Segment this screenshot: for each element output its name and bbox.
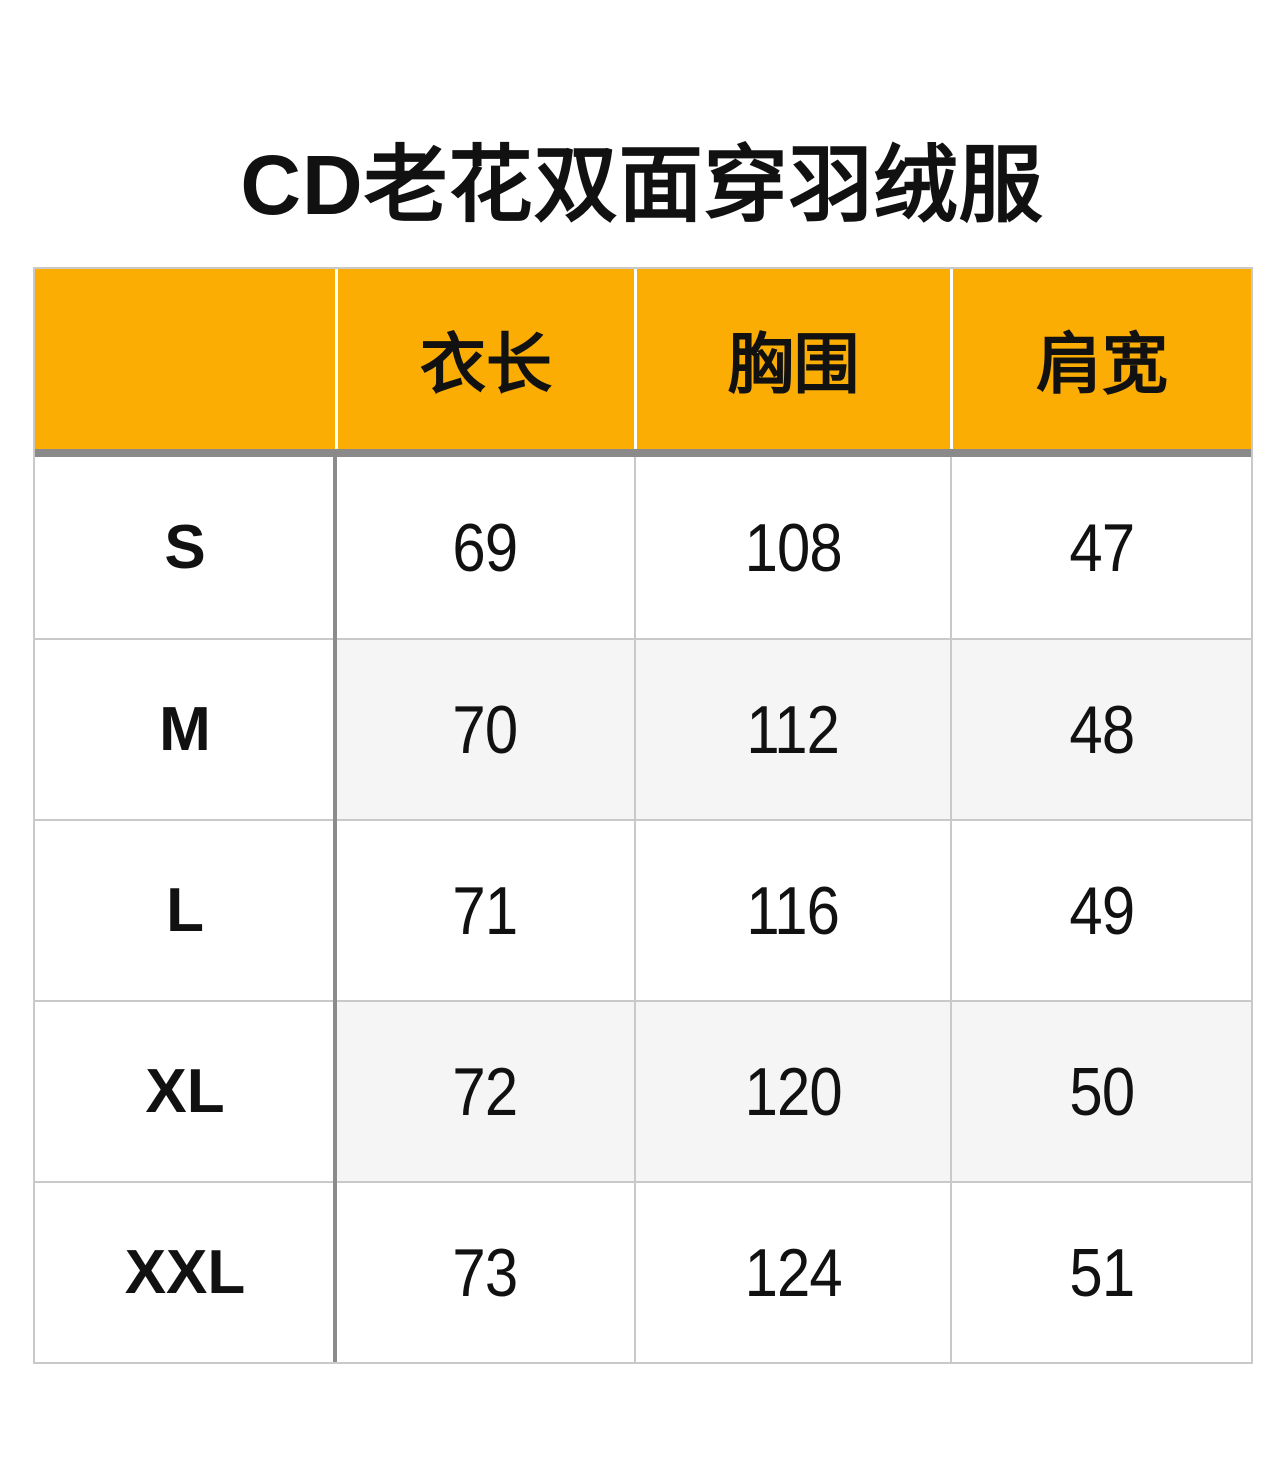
size-label: M xyxy=(159,695,211,764)
size-label-cell: S xyxy=(35,457,335,638)
value-cell-shoulder: 51 xyxy=(949,1183,1251,1362)
value-cell-shoulder: 49 xyxy=(949,821,1251,1000)
table-header-row: 衣长 胸围 肩宽 xyxy=(35,269,1251,449)
header-label: 肩宽 xyxy=(1035,327,1168,401)
header-cell-chest: 胸围 xyxy=(634,269,950,449)
table-row-xl: XL 72 120 50 xyxy=(35,1000,1251,1181)
table-row-xxl: XXL 73 124 51 xyxy=(35,1181,1251,1362)
header-cell-shoulder: 肩宽 xyxy=(949,269,1251,449)
table-row-s: S 69 108 47 xyxy=(35,457,1251,638)
value-cell-length: 69 xyxy=(335,457,635,638)
value-cell-length: 71 xyxy=(335,821,635,1000)
measurement-value: 73 xyxy=(452,1234,518,1311)
value-cell-chest: 116 xyxy=(634,821,950,1000)
value-cell-chest: 124 xyxy=(634,1183,950,1362)
size-label-cell: XXL xyxy=(35,1183,335,1362)
header-bottom-band xyxy=(35,449,1251,457)
header-label: 衣长 xyxy=(420,327,552,401)
measurement-value: 47 xyxy=(1069,509,1135,586)
value-cell-shoulder: 50 xyxy=(949,1002,1251,1181)
measurement-value: 71 xyxy=(452,872,518,949)
product-title: CD老花双面穿羽绒服 xyxy=(240,138,1044,232)
value-cell-chest: 112 xyxy=(634,640,950,819)
header-label: 胸围 xyxy=(727,327,860,401)
measurement-value: 49 xyxy=(1069,872,1135,949)
size-label: S xyxy=(164,513,206,582)
measurement-value: 112 xyxy=(746,691,841,768)
measurement-value: 48 xyxy=(1069,691,1135,768)
measurement-value: 51 xyxy=(1069,1234,1135,1311)
measurement-value: 70 xyxy=(452,691,518,768)
size-label-cell: M xyxy=(35,640,335,819)
value-cell-chest: 120 xyxy=(634,1002,950,1181)
value-cell-chest: 108 xyxy=(634,457,950,638)
header-cell-garment-length: 衣长 xyxy=(335,269,634,449)
value-cell-length: 72 xyxy=(335,1002,635,1181)
size-label: L xyxy=(166,876,204,945)
measurement-value: 69 xyxy=(452,509,518,586)
measurement-value: 120 xyxy=(744,1053,842,1130)
first-column-divider xyxy=(333,457,337,1362)
measurement-value: 72 xyxy=(452,1053,518,1130)
measurement-value: 108 xyxy=(744,509,842,586)
value-cell-length: 73 xyxy=(335,1183,635,1362)
size-chart-table: 衣长 胸围 肩宽 S 69 108 47 xyxy=(33,267,1253,1364)
table-row-l: L 71 116 49 xyxy=(35,819,1251,1000)
measurement-value: 116 xyxy=(746,872,841,949)
size-label: XL xyxy=(145,1057,225,1126)
value-cell-length: 70 xyxy=(335,640,635,819)
value-cell-shoulder: 47 xyxy=(949,457,1251,638)
size-label-cell: XL xyxy=(35,1002,335,1181)
size-label: XXL xyxy=(124,1238,246,1307)
measurement-value: 124 xyxy=(744,1234,842,1311)
size-label-cell: L xyxy=(35,821,335,1000)
value-cell-shoulder: 48 xyxy=(949,640,1251,819)
header-cell-size xyxy=(35,269,335,449)
measurement-value: 50 xyxy=(1069,1053,1135,1130)
table-row-m: M 70 112 48 xyxy=(35,638,1251,819)
